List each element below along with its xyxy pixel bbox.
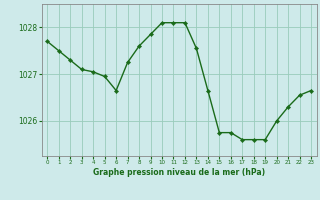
X-axis label: Graphe pression niveau de la mer (hPa): Graphe pression niveau de la mer (hPa) [93, 168, 265, 177]
